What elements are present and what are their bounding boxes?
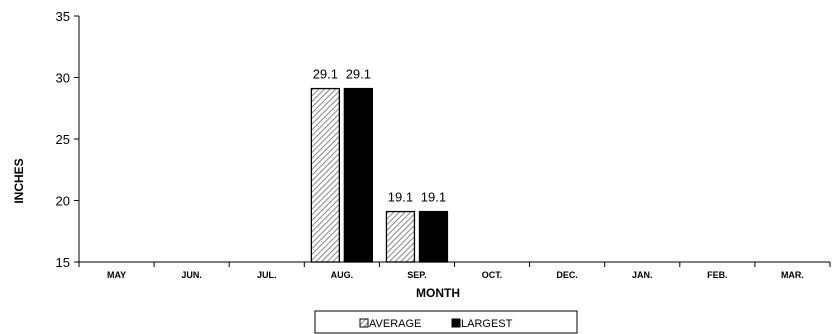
data-label: 29.1 — [313, 67, 338, 82]
x-tick-label: JAN. — [632, 270, 653, 280]
legend-label-largest: LARGEST — [461, 318, 513, 330]
legend: AVERAGE LARGEST — [314, 310, 578, 334]
x-tick-label: OCT. — [482, 270, 503, 280]
x-tick-label: AUG. — [331, 270, 354, 280]
y-tick-label: 25 — [56, 132, 70, 147]
x-tick-label: DEC. — [556, 270, 578, 280]
x-tick-label: JUL. — [257, 270, 277, 280]
x-tick-label: SEP. — [407, 270, 426, 280]
data-label: 19.1 — [388, 190, 413, 205]
bar-largest — [418, 210, 449, 263]
data-label: 19.1 — [421, 190, 446, 205]
bar-largest — [343, 87, 374, 263]
x-tick-label: JUN. — [181, 270, 202, 280]
y-tick-label: 15 — [56, 255, 70, 270]
x-tick-label: FEB. — [707, 270, 728, 280]
data-labels: 29.1 19.1 29.1 19.1 — [313, 67, 446, 205]
bar-average — [310, 87, 341, 263]
y-tick-label: 20 — [56, 194, 70, 209]
x-tick-label: MAY — [107, 270, 126, 280]
x-axis-title: MONTH — [416, 286, 460, 300]
legend-box — [314, 310, 578, 334]
legend-swatch-average — [359, 318, 369, 328]
y-tick-label: 30 — [56, 71, 70, 86]
legend-label-average: AVERAGE — [369, 318, 421, 330]
data-label: 29.1 — [346, 67, 371, 82]
bar-average — [385, 210, 416, 263]
x-axis: MAY JUN. JUL. AUG. SEP. OCT. DEC. JAN. FEB. MAR. — [78, 261, 831, 280]
y-tick-label: 35 — [56, 9, 70, 24]
y-axis: 15 20 25 30 35 — [56, 9, 80, 270]
legend-swatch-largest — [451, 318, 461, 328]
x-tick-label: MAR. — [781, 270, 804, 280]
bars — [310, 87, 449, 263]
y-axis-title: INCHES — [12, 158, 26, 203]
